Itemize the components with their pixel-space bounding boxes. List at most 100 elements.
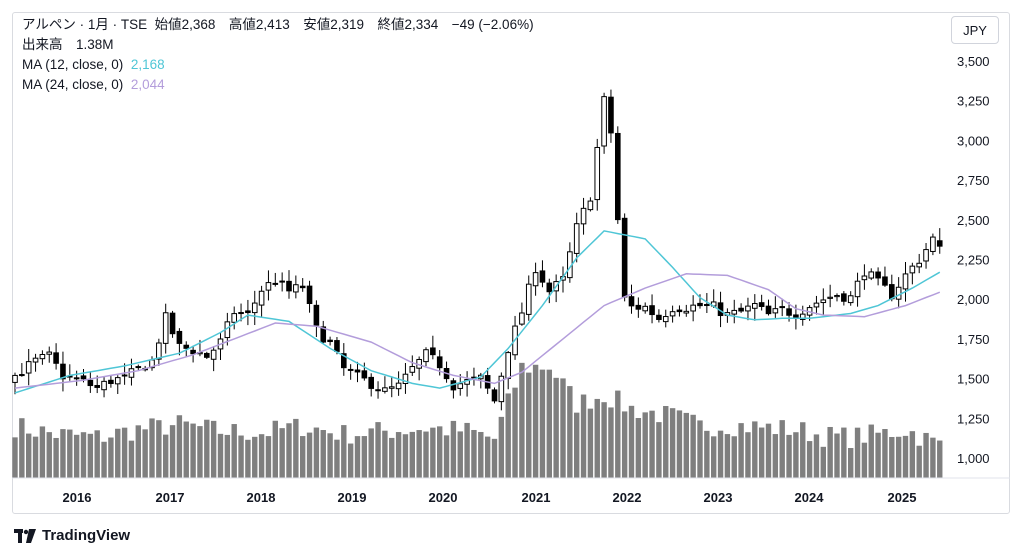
candle-body xyxy=(286,280,292,292)
moving-average-layer xyxy=(14,230,941,394)
candle-body xyxy=(601,96,607,147)
volume-bar xyxy=(512,387,518,478)
volume-bar xyxy=(752,421,758,478)
candle-body xyxy=(430,347,436,356)
candle-body xyxy=(587,200,594,211)
candle-body xyxy=(402,373,409,385)
candle-body xyxy=(519,312,525,325)
volume-bar xyxy=(361,436,368,478)
candle-body xyxy=(80,375,87,380)
candle-body xyxy=(752,303,758,309)
volume-bar xyxy=(101,441,107,478)
candle-body xyxy=(347,368,354,371)
price-tick-label: 2,750 xyxy=(957,173,990,188)
volume-bar xyxy=(813,434,820,478)
candle-body xyxy=(108,379,114,384)
volume-bar xyxy=(368,428,374,478)
volume-bar xyxy=(690,414,696,478)
volume-bar xyxy=(409,431,415,478)
volume-bar xyxy=(827,426,833,478)
volume-bar xyxy=(108,437,114,478)
candle-body xyxy=(251,302,258,314)
volume-bar xyxy=(217,433,224,478)
tradingview-logo[interactable]: TradingView xyxy=(14,527,130,544)
candle-body xyxy=(738,307,744,312)
volume-bar xyxy=(656,422,662,478)
candle-body xyxy=(395,382,402,390)
volume-bar xyxy=(169,425,176,478)
candle-body xyxy=(19,374,25,377)
volume-bar xyxy=(923,432,929,478)
candle-body xyxy=(320,326,327,343)
volume-bar xyxy=(313,427,320,478)
candle-body xyxy=(382,387,388,392)
volume-bar xyxy=(238,435,244,478)
candle-body xyxy=(457,383,464,389)
volume-bar xyxy=(121,427,128,478)
ma24-row[interactable]: MA (24, close, 0) 2,044 xyxy=(22,75,534,95)
volume-bar xyxy=(245,439,251,478)
volume-bar xyxy=(279,428,285,478)
candle-body xyxy=(532,272,539,287)
volume-layer xyxy=(12,362,943,478)
price-tick-label: 1,250 xyxy=(957,411,990,426)
ma12-row[interactable]: MA (12, close, 0) 2,168 xyxy=(22,55,534,75)
volume-bar xyxy=(560,378,566,478)
volume-bar xyxy=(197,426,203,478)
candle-body xyxy=(491,389,498,402)
time-tick-label: 2022 xyxy=(613,490,642,505)
brand-label: TradingView xyxy=(42,527,131,544)
candle-body xyxy=(114,377,121,385)
volume-bar xyxy=(779,420,785,478)
volume-bar xyxy=(642,412,648,478)
candle-body xyxy=(32,357,39,363)
candle-body xyxy=(847,295,854,304)
volume-bar xyxy=(587,408,594,478)
volume-bar xyxy=(300,436,306,478)
volume-bar xyxy=(875,432,881,478)
volume-bar xyxy=(32,436,39,478)
candle-body xyxy=(772,308,779,314)
volume-bar xyxy=(19,418,25,478)
volume-bar xyxy=(437,426,443,478)
candle-body xyxy=(621,217,628,298)
volume-bar xyxy=(806,441,813,478)
volume-bar xyxy=(683,412,689,478)
candle-body xyxy=(87,379,94,387)
candle-body xyxy=(121,374,128,377)
price-tick-label: 3,000 xyxy=(957,133,990,148)
volume-bar xyxy=(375,422,381,478)
volume-bar xyxy=(930,437,936,478)
volume-bar xyxy=(341,425,347,478)
volume-bar xyxy=(12,437,18,478)
candle-body xyxy=(183,344,190,349)
candle-body xyxy=(423,349,429,363)
volume-bar xyxy=(820,446,826,478)
volume-bar xyxy=(711,436,717,478)
ohlc-row: アルペン · 1月 · TSE 始値2,368 高値2,413 安値2,319 … xyxy=(22,15,534,35)
candle-body xyxy=(73,377,80,380)
volume-bar xyxy=(676,410,683,478)
volume-bar xyxy=(457,431,463,478)
volume-bar xyxy=(94,430,100,478)
candle-body xyxy=(39,354,46,360)
volume-bar xyxy=(80,432,87,478)
price-tick-label: 3,500 xyxy=(957,54,990,69)
currency-button[interactable]: JPY xyxy=(951,16,999,44)
candle-body xyxy=(204,352,210,358)
volume-bar xyxy=(306,432,313,478)
time-tick-label: 2017 xyxy=(156,490,185,505)
symbol-label[interactable]: アルペン · 1月 · TSE xyxy=(22,17,148,32)
candle-body xyxy=(176,330,183,344)
volume-bar xyxy=(580,394,587,478)
candle-body xyxy=(279,280,285,283)
candle-body xyxy=(388,386,395,389)
volume-bar xyxy=(128,440,135,478)
candle-body xyxy=(539,270,546,283)
time-tick-label: 2023 xyxy=(704,490,733,505)
volume-bar xyxy=(60,429,66,478)
volume-bar xyxy=(848,448,854,478)
volume-bar xyxy=(46,432,52,478)
candle-body xyxy=(409,366,416,373)
